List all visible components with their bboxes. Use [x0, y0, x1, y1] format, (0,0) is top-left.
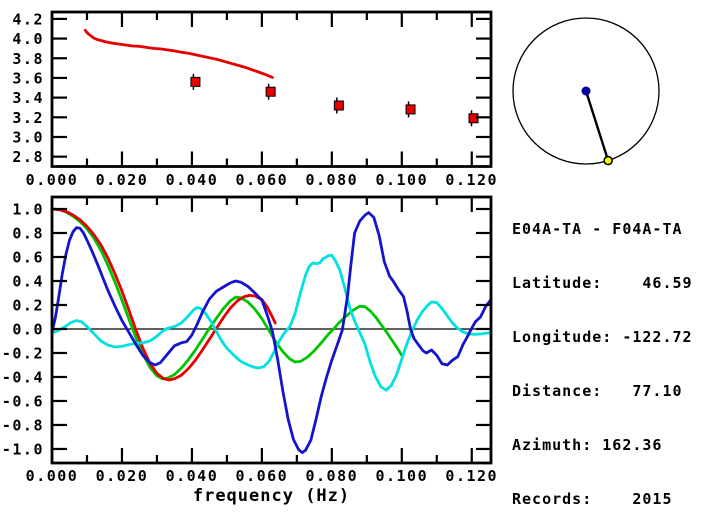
x-tick-label: 0.040	[166, 467, 219, 485]
target-station-dot	[603, 155, 613, 166]
y-tick-label: 3.2	[12, 109, 44, 127]
y-tick-label: -1.0	[2, 440, 44, 458]
x-tick-label: 0.020	[96, 171, 149, 189]
y-tick-label: 2.8	[12, 148, 44, 166]
x-tick-label: 0.040	[166, 171, 219, 189]
y-tick-label: 4.2	[12, 10, 44, 28]
y-tick-label: 4.0	[12, 30, 44, 48]
red-spectrum-curve	[50, 207, 277, 382]
y-tick-label: 0.8	[12, 224, 44, 242]
square-marker	[265, 86, 276, 97]
cyan-spectrum-curve	[50, 253, 493, 392]
x-tick-label: 0.080	[306, 171, 359, 189]
plot-frame	[50, 10, 493, 168]
dispersion-chart: 0.000 0.020 0.040 0.060 0.080 0.100 0.120 2.8 3.…	[12, 10, 498, 189]
y-tick-label: -0.4	[2, 368, 44, 386]
x-tick-label: 0.000	[26, 467, 79, 485]
frequency-spectrum-chart: 0.000 0.020 0.040 0.060 0.080 0.100 0.120 -1.0 -…	[2, 195, 498, 506]
latitude-row: Latitude: 46.59	[512, 274, 693, 292]
y-tick-label: -0.2	[2, 344, 44, 362]
x-tick-label: 0.100	[375, 171, 428, 189]
x-tick-label: 0.100	[375, 467, 428, 485]
great-circle-outline	[512, 17, 660, 165]
model-dispersion-curve	[83, 28, 274, 79]
square-marker	[405, 104, 416, 115]
azimuth-row: Azimuth: 162.36	[512, 436, 663, 454]
records-row: Records: 2015	[512, 490, 673, 508]
x-tick-label: 0.060	[236, 467, 289, 485]
y-tick-label: -0.6	[2, 392, 44, 410]
y-tick-label: 3.4	[12, 89, 44, 107]
y-tick-label: 0.0	[12, 320, 44, 338]
square-marker	[333, 100, 344, 111]
azimuth-line	[584, 90, 610, 161]
x-tick-label: 0.000	[26, 171, 79, 189]
x-tick-label: 0.020	[96, 467, 149, 485]
y-tick-label: 3.8	[12, 50, 44, 68]
y-tick-label: -0.8	[2, 416, 44, 434]
blue-spectrum-curve	[50, 211, 493, 455]
center-station-dot	[581, 86, 591, 96]
x-tick-label: 0.120	[445, 467, 498, 485]
x-tick-label: 0.060	[236, 171, 289, 189]
distance-row: Distance: 77.10	[512, 382, 683, 400]
station-pair-label: E04A-TA - F04A-TA	[512, 220, 683, 238]
y-tick-label: 0.2	[12, 296, 44, 314]
x-tick-label: 0.080	[306, 467, 359, 485]
longitude-row: Longitude: -122.72	[512, 328, 693, 346]
y-tick-label: 3.0	[12, 128, 44, 146]
y-tick-label: 1.0	[12, 200, 44, 218]
measured-dispersion-points	[190, 73, 479, 127]
square-marker	[190, 76, 201, 87]
station-info-panel: E04A-TA - F04A-TA Latitude: 46.59 Longit…	[512, 184, 693, 519]
green-spectrum-curve	[50, 207, 404, 381]
x-tick-label: 0.120	[445, 171, 498, 189]
y-tick-label: 3.6	[12, 69, 44, 87]
y-tick-label: 0.4	[12, 272, 44, 290]
azimuth-circle-diagram	[512, 17, 660, 166]
x-axis-title: frequency (Hz)	[193, 486, 350, 506]
y-tick-label: 0.6	[12, 248, 44, 266]
